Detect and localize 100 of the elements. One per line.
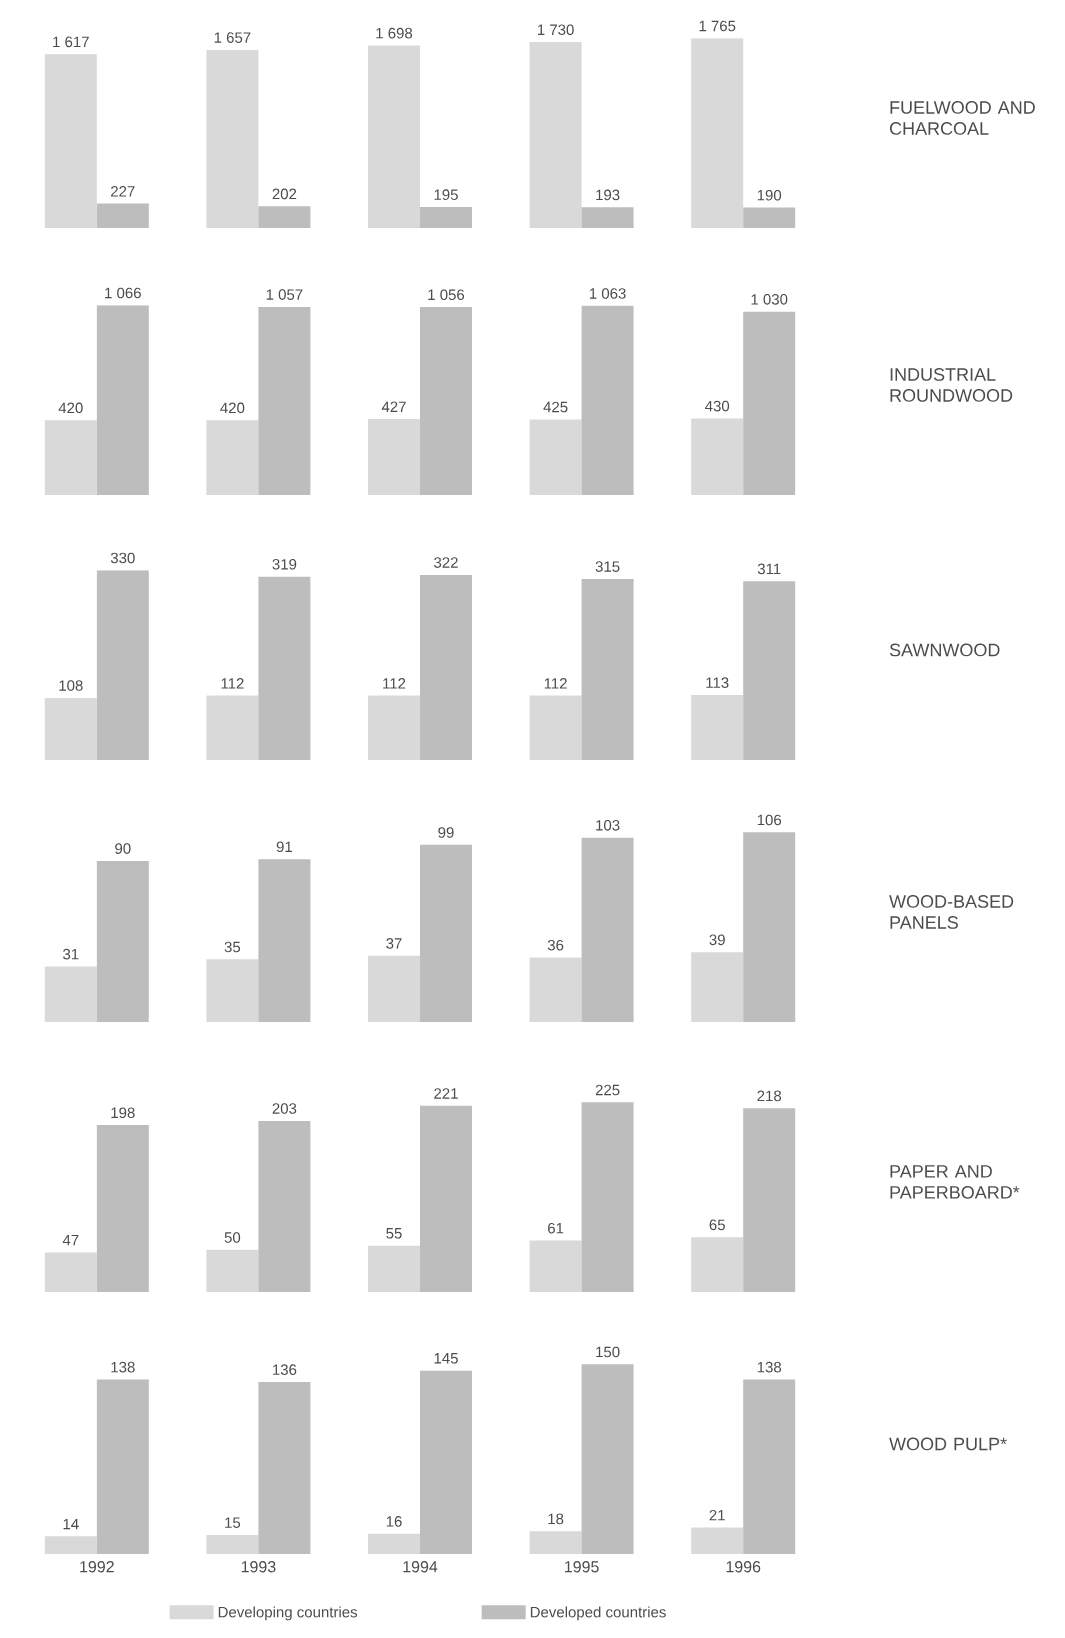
bar <box>529 1240 582 1292</box>
y-axis-title: WOOD PULP* <box>889 1437 1007 1451</box>
bar <box>206 1535 259 1554</box>
y-axis-title: PAPER AND PAPERBOARD* <box>890 1165 1020 1199</box>
bar <box>691 38 744 228</box>
data-label: 108 <box>59 680 83 691</box>
bar <box>367 45 420 228</box>
data-label: 112 <box>221 678 244 689</box>
data-label: 218 <box>757 1090 782 1102</box>
x-tick-label: 1996 <box>726 1561 761 1573</box>
data-label: 427 <box>381 401 406 412</box>
data-label: 61 <box>548 1222 564 1234</box>
bar <box>367 1533 420 1554</box>
data-label: 99 <box>438 827 454 838</box>
data-label: 420 <box>58 402 83 414</box>
data-label: 1 056 <box>428 289 465 301</box>
bar <box>529 957 582 1022</box>
x-tick-label: 1994 <box>403 1561 438 1573</box>
data-label: 193 <box>596 189 620 201</box>
data-label: 1 657 <box>214 32 251 43</box>
x-tick-label: 1993 <box>241 1561 276 1573</box>
data-label: 136 <box>273 1364 297 1375</box>
data-label: 14 <box>63 1518 79 1530</box>
bar <box>529 695 582 760</box>
bar <box>581 1364 634 1554</box>
data-label: 425 <box>543 401 568 413</box>
bar <box>420 1370 472 1554</box>
bar <box>367 955 420 1022</box>
bar <box>96 860 149 1022</box>
bar <box>581 837 634 1022</box>
data-label: 90 <box>115 843 131 854</box>
data-label: 21 <box>709 1509 725 1521</box>
x-tick-label: 1992 <box>80 1561 114 1573</box>
legend-label: Developing countries <box>218 1606 358 1621</box>
bar <box>44 54 97 228</box>
bar <box>96 1379 149 1554</box>
bar <box>529 42 582 228</box>
data-label: 225 <box>595 1084 620 1096</box>
bar <box>691 1527 744 1554</box>
bar <box>206 1249 259 1292</box>
data-label: 430 <box>705 400 730 412</box>
data-label: 112 <box>383 678 406 689</box>
bar <box>44 420 97 495</box>
bar <box>258 206 311 228</box>
bar <box>420 574 472 760</box>
data-label: 150 <box>596 1346 620 1358</box>
bar <box>258 576 311 760</box>
data-label: 420 <box>220 402 245 414</box>
data-label: 36 <box>547 939 564 951</box>
bar <box>691 695 744 760</box>
y-axis-title: FUELWOOD AND CHARCOAL <box>889 101 1035 135</box>
data-label: 198 <box>111 1107 135 1119</box>
data-label: 145 <box>434 1353 458 1364</box>
bar <box>258 1120 311 1292</box>
y-axis-title: SAWNWOOD <box>889 643 1000 657</box>
data-label: 319 <box>272 558 297 570</box>
data-label: 39 <box>709 934 725 946</box>
bar <box>96 305 149 495</box>
data-label: 91 <box>276 841 293 853</box>
bar <box>743 832 796 1022</box>
bar <box>581 578 634 760</box>
bar <box>743 207 796 228</box>
bar <box>743 581 796 760</box>
bar <box>367 1245 420 1292</box>
bar <box>206 49 259 228</box>
data-label: 15 <box>225 1517 241 1528</box>
data-label: 138 <box>111 1361 135 1373</box>
bar <box>367 419 420 495</box>
bar <box>691 952 744 1022</box>
data-label: 311 <box>757 563 781 575</box>
data-label: 37 <box>386 938 402 949</box>
bar <box>206 959 259 1022</box>
bar <box>529 1531 582 1554</box>
bar <box>96 570 149 760</box>
bar <box>206 420 259 495</box>
bar <box>420 1105 472 1292</box>
data-label: 138 <box>757 1361 782 1373</box>
data-label: 106 <box>757 814 782 826</box>
data-label: 65 <box>709 1219 725 1231</box>
data-label: 50 <box>224 1232 241 1243</box>
data-label: 112 <box>544 678 567 689</box>
data-label: 195 <box>434 189 458 200</box>
data-label: 31 <box>63 948 79 960</box>
bar <box>96 203 149 228</box>
data-label: 1 617 <box>53 36 89 48</box>
data-label: 221 <box>434 1088 458 1099</box>
bar <box>691 418 744 495</box>
bar <box>44 1536 97 1554</box>
data-label: 103 <box>596 820 620 831</box>
data-label: 190 <box>757 189 782 201</box>
data-label: 1 030 <box>751 294 788 305</box>
bar <box>743 1108 796 1292</box>
data-label: 16 <box>386 1516 402 1527</box>
bar <box>691 1237 744 1292</box>
bar <box>420 307 472 495</box>
bar <box>258 306 311 495</box>
data-label: 1 698 <box>376 27 413 39</box>
bar <box>581 305 634 495</box>
y-axis-title: WOOD-BASED PANELS <box>889 895 1014 929</box>
bar <box>743 1379 796 1554</box>
